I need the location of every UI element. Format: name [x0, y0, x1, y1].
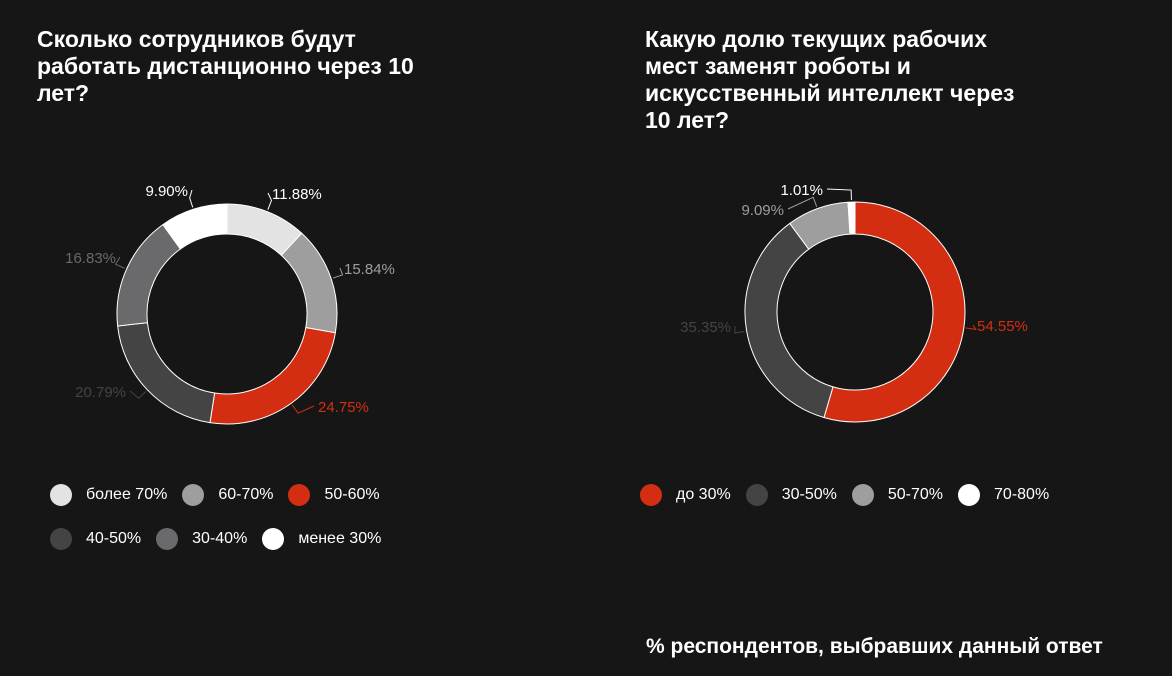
footer-note: % респондентов, выбравших данный ответ — [646, 635, 1103, 658]
legend-label: 40-50% — [86, 529, 142, 547]
legend-remote-work: более 70% 60-70% 50-60% 40-50% 30-40% менее 3… — [50, 483, 410, 550]
data-label-connector — [965, 324, 977, 331]
legend-swatch-icon — [50, 483, 72, 506]
legend-label: 70-80% — [994, 485, 1050, 503]
legend-swatch-icon — [958, 483, 981, 506]
data-label-connector — [826, 188, 852, 201]
donut-chart-remote-work: 11.88% 15.84% 24.75% 20.79% 16.83% 9.90% — [65, 183, 395, 425]
legend-item[interactable]: 40-50% — [50, 527, 141, 550]
data-label: 16.83% — [65, 250, 116, 267]
data-label-connector — [332, 267, 344, 279]
data-label-connector — [291, 404, 315, 414]
data-label-connector — [114, 256, 125, 269]
donut-slice — [744, 222, 834, 419]
data-label-connector — [189, 189, 194, 208]
data-label-connector — [734, 325, 745, 334]
legend-swatch-icon — [640, 483, 662, 506]
data-label: 20.79% — [75, 384, 126, 401]
chart-title-robots-ai: Какую долю текущих рабочих мест заменят … — [645, 26, 1015, 133]
legend-swatch-icon — [156, 527, 179, 550]
legend-label: менее 30% — [298, 529, 382, 547]
legend-robots-ai: до 30% 30-50% 50-70% 70-80% — [640, 483, 1110, 506]
donut-slice — [823, 201, 966, 423]
data-label-connector — [787, 196, 818, 210]
legend-item[interactable]: 50-70% — [851, 483, 944, 506]
legend-label: 50-60% — [324, 485, 380, 503]
data-label: 1.01% — [780, 182, 823, 199]
legend-label: 50-70% — [887, 485, 944, 503]
legend-swatch-icon — [182, 483, 205, 506]
data-label: 54.55% — [977, 318, 1028, 335]
legend-label: 60-70% — [218, 485, 274, 503]
donut-slice — [847, 201, 856, 235]
legend-swatch-icon — [851, 483, 874, 506]
legend-label: более 70% — [86, 485, 168, 503]
donut-slice — [162, 203, 228, 250]
chart-title-remote-work: Сколько сотрудников будут работать диста… — [37, 26, 414, 106]
legend-item[interactable]: 30-50% — [745, 483, 837, 506]
legend-swatch-icon — [50, 527, 72, 550]
donut-chart-robots-ai: 54.55% 35.35% 9.09% 1.01% — [680, 182, 1028, 423]
legend-label: до 30% — [676, 485, 731, 503]
data-label: 11.88% — [272, 186, 322, 203]
legend-label: 30-50% — [781, 485, 837, 503]
data-label-connector — [267, 192, 273, 210]
legend-item[interactable]: более 70% — [50, 483, 167, 506]
data-label: 15.84% — [344, 261, 395, 278]
legend-swatch-icon — [745, 483, 768, 506]
legend-label: 30-40% — [192, 529, 248, 547]
data-label: 24.75% — [318, 399, 369, 416]
legend-swatch-icon — [288, 483, 311, 506]
legend-item[interactable]: до 30% — [640, 483, 731, 506]
legend-item[interactable]: 70-80% — [958, 483, 1049, 506]
data-label: 9.09% — [741, 202, 784, 219]
data-label: 35.35% — [680, 319, 731, 336]
data-label: 9.90% — [145, 183, 188, 200]
legend-item[interactable]: 30-40% — [156, 527, 247, 550]
legend-item[interactable]: 60-70% — [182, 483, 273, 506]
legend-item[interactable]: 50-60% — [288, 483, 380, 506]
legend-swatch-icon — [262, 527, 285, 550]
data-label-connector — [129, 390, 147, 399]
legend-item[interactable]: менее 30% — [262, 527, 381, 550]
